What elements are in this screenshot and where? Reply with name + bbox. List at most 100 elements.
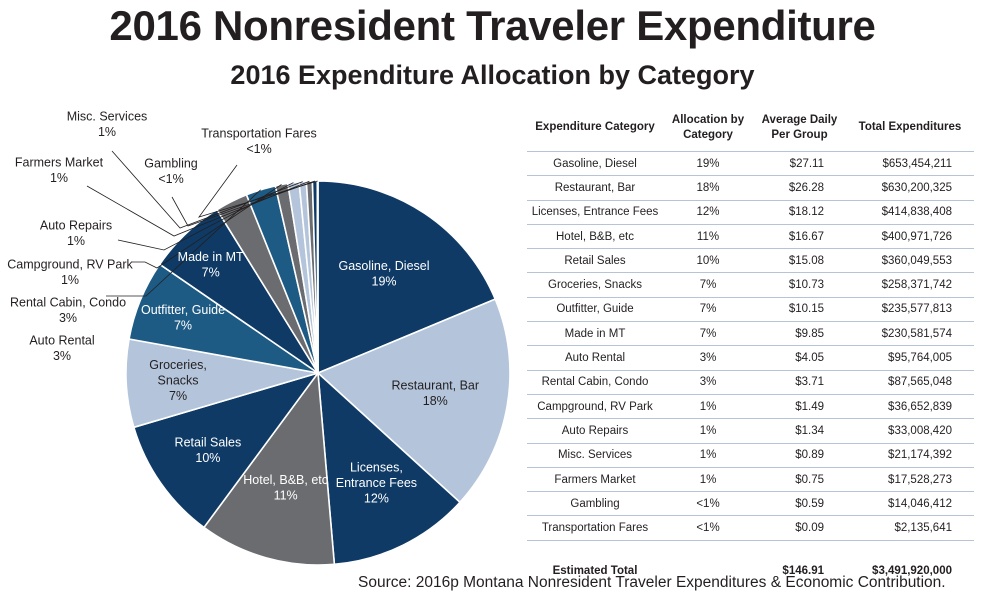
source-note: Source: 2016p Montana Nonresident Travel…: [358, 574, 946, 591]
table-row: Groceries, Snacks 7% $10.73 $258,371,742: [527, 272, 974, 298]
cell-avg-daily: $1.49: [753, 394, 846, 420]
cell-allocation: <1%: [663, 491, 753, 517]
cell-total: $33,008,420: [846, 418, 974, 444]
cell-avg-daily: $1.34: [753, 418, 846, 444]
pie-slice: [317, 180, 497, 374]
slice-label: Transportation Fares <1%: [201, 126, 317, 156]
leader-line: [171, 180, 315, 227]
cell-total: $230,581,574: [846, 321, 974, 347]
header-category: Expenditure Category: [535, 121, 655, 133]
cell-allocation: 1%: [663, 394, 753, 420]
cell-total: $14,046,412: [846, 491, 974, 517]
cell-allocation: 12%: [663, 200, 753, 225]
cell-total: $87,565,048: [846, 370, 974, 395]
slice-label: Made in MT 7%: [178, 250, 244, 280]
header-avg-daily: Average Daily Per Group: [761, 113, 838, 141]
slice-label: Hotel, B&B, etc 11%: [243, 473, 328, 503]
cell-avg-daily: $0.59: [753, 491, 846, 517]
table-row: Made in MT 7% $9.85 $230,581,574: [527, 321, 974, 347]
expenditure-table: Expenditure Category Allocation by Categ…: [527, 104, 974, 581]
cell-avg-daily: $0.89: [753, 443, 846, 468]
table-row: Outfitter, Guide 7% $10.15 $235,577,813: [527, 297, 974, 323]
pie-slice: [203, 372, 336, 566]
table-row: Auto Repairs 1% $1.34 $33,008,420: [527, 418, 974, 444]
slice-label: Licenses, Entrance Fees 12%: [336, 461, 417, 506]
pie-slice: [316, 180, 319, 374]
cell-allocation: 7%: [663, 321, 753, 347]
pie-slice: [317, 298, 511, 504]
table-row: Hotel, B&B, etc 11% $16.67 $400,971,726: [527, 224, 974, 250]
slice-label: Misc. Services 1%: [67, 109, 148, 139]
cell-total: $258,371,742: [846, 272, 974, 298]
cell-total: $360,049,553: [846, 248, 974, 274]
cell-avg-daily: $27.11: [753, 150, 846, 177]
cell-avg-daily: $16.67: [753, 224, 846, 250]
table-header-row: Expenditure Category Allocation by Categ…: [527, 104, 974, 152]
cell-category: Transportation Fares: [527, 515, 663, 541]
table-row: Transportation Fares <1% $0.09 $2,135,641: [527, 515, 974, 541]
slice-label: Restaurant, Bar 18%: [392, 379, 480, 409]
cell-avg-daily: $0.09: [753, 515, 846, 541]
leader-line: [197, 164, 318, 218]
slice-label: Groceries, Snacks 7%: [149, 358, 207, 403]
cell-avg-daily: $3.71: [753, 370, 846, 395]
table-row: Licenses, Entrance Fees 12% $18.12 $414,838…: [527, 200, 974, 225]
pie-slice: [133, 372, 319, 529]
header-allocation: Allocation by Category: [671, 113, 745, 141]
cell-category: Made in MT: [527, 321, 663, 347]
cell-avg-daily: $10.73: [753, 272, 846, 298]
table-row: Auto Rental 3% $4.05 $95,764,005: [527, 345, 974, 371]
cell-allocation: <1%: [663, 515, 753, 541]
cell-avg-daily: $0.75: [753, 467, 846, 493]
cell-category: Gasoline, Diesel: [527, 150, 663, 177]
cell-total: $653,454,211: [846, 150, 974, 177]
leader-line: [111, 150, 303, 229]
cell-allocation: 3%: [663, 345, 753, 371]
pie-slice: [317, 372, 461, 566]
cell-total: $630,200,325: [846, 175, 974, 201]
cell-category: Rental Cabin, Condo: [527, 370, 663, 395]
cell-allocation: 10%: [663, 248, 753, 274]
table-row: Restaurant, Bar 18% $26.28 $630,200,325: [527, 175, 974, 201]
slice-label: Auto Rental 3%: [29, 333, 94, 363]
cell-allocation: 3%: [663, 370, 753, 395]
leader-line: [86, 180, 310, 237]
cell-allocation: 1%: [663, 443, 753, 468]
slice-label: Gasoline, Diesel 19%: [339, 259, 430, 289]
slice-label: Auto Repairs 1%: [40, 218, 112, 248]
cell-total: $95,764,005: [846, 345, 974, 371]
cell-category: Farmers Market: [527, 467, 663, 493]
cell-total: $2,135,641: [846, 515, 974, 541]
header-total: Total Expenditures: [858, 121, 962, 133]
cell-allocation: 1%: [663, 418, 753, 444]
cell-avg-daily: $10.15: [753, 297, 846, 323]
cell-category: Restaurant, Bar: [527, 175, 663, 201]
slice-label: Campground, RV Park 1%: [7, 257, 133, 287]
table-row: Campground, RV Park 1% $1.49 $36,652,839: [527, 394, 974, 420]
cell-avg-daily: $9.85: [753, 321, 846, 347]
slice-label: Farmers Market 1%: [15, 155, 104, 185]
cell-allocation: 11%: [663, 224, 753, 250]
main-title: 2016 Nonresident Traveler Expenditure: [109, 2, 876, 49]
cell-category: Gambling: [527, 491, 663, 517]
slice-label: Outfitter, Guide 7%: [141, 303, 225, 333]
slice-label: Retail Sales 10%: [175, 435, 242, 465]
total-expenditures: $3,491,920,000: [872, 564, 952, 577]
cell-allocation: 19%: [663, 150, 753, 177]
total-avg-daily: $146.91: [782, 564, 824, 577]
cell-allocation: 1%: [663, 467, 753, 493]
cell-avg-daily: $26.28: [753, 175, 846, 201]
leader-line: [132, 184, 282, 269]
cell-avg-daily: $18.12: [753, 200, 846, 225]
cell-total: $400,971,726: [846, 224, 974, 250]
cell-total: $21,174,392: [846, 443, 974, 468]
slice-label: Gambling <1%: [144, 156, 198, 186]
cell-category: Retail Sales: [527, 248, 663, 274]
cell-category: Outfitter, Guide: [527, 297, 663, 323]
cell-allocation: 7%: [663, 297, 753, 323]
cell-category: Campground, RV Park: [527, 394, 663, 420]
table-row: Gambling <1% $0.59 $14,046,412: [527, 491, 974, 517]
table-row: Gasoline, Diesel 19% $27.11 $653,454,211: [527, 150, 974, 177]
cell-avg-daily: $15.08: [753, 248, 846, 274]
